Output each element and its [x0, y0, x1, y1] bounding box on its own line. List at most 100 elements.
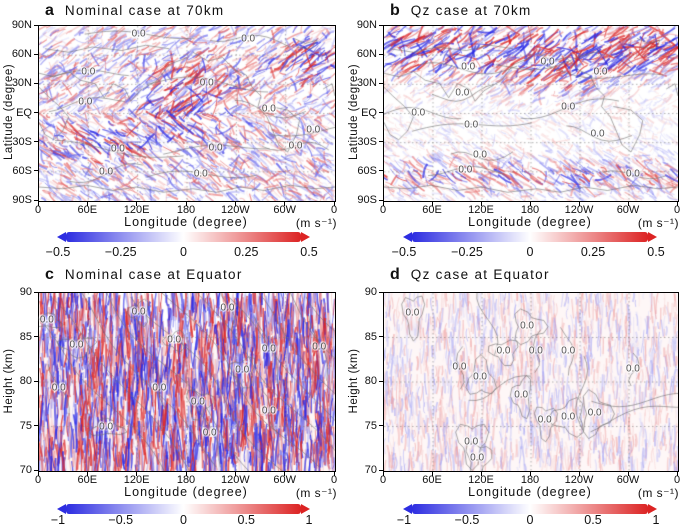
y-tick-mark [379, 141, 383, 143]
x-tick-label: 120W [220, 204, 250, 216]
contour-zero-label: 0.0 [464, 436, 479, 448]
colorbar-right-arrow-icon [648, 504, 657, 514]
x-tick-label: 120W [220, 474, 250, 486]
y-tick-label: 75 [19, 419, 32, 432]
y-tick-mark [34, 112, 38, 113]
colorbar-gradient [66, 504, 301, 514]
contour-zero-label: 0.0 [590, 128, 605, 139]
y-tick-label: 75 [364, 419, 377, 432]
x-tick-label: 120E [468, 474, 494, 486]
x-tick-label: 0 [34, 474, 42, 486]
contour-zero-label: 0.0 [587, 407, 602, 419]
colorbar [403, 232, 657, 242]
colorbar [403, 504, 657, 514]
contour-zero-label: 0.0 [537, 414, 552, 426]
contour-zero-label: 0.0 [78, 96, 93, 108]
panel-d-plot-area [383, 292, 679, 472]
colorbar [57, 232, 310, 242]
y-tick-label: 30S [12, 135, 32, 148]
panel-d-field-canvas [384, 293, 678, 471]
contour-zero-label: 0.0 [405, 307, 420, 319]
x-tick-mark [480, 201, 482, 206]
x-tick-label: 60W [273, 204, 296, 216]
contour-zero-label: 0.0 [473, 371, 487, 383]
colorbar-tick-label: 0.25 [234, 245, 259, 259]
x-tick-mark [86, 201, 88, 206]
panel-b-plot-area [383, 25, 679, 202]
y-tick-mark [379, 199, 383, 201]
y-tick-mark [379, 336, 383, 337]
panel-d-unit-label: (m s⁻¹) [637, 486, 679, 500]
x-tick-mark [480, 471, 482, 476]
x-tick-mark [333, 201, 335, 206]
x-tick-mark [676, 201, 678, 206]
panel-b-field-canvas [384, 26, 678, 201]
y-tick-label: 70 [364, 464, 377, 476]
y-tick-mark [379, 425, 383, 426]
contour-zero-label: 0.0 [51, 382, 66, 394]
contour-zero-label: 0.0 [110, 143, 125, 155]
y-tick-mark [34, 336, 38, 337]
colorbar-tick-label: 0.5 [584, 513, 602, 525]
contour-zero-label: 0.0 [520, 320, 534, 332]
contour-zero-label: 0.0 [464, 119, 479, 131]
colorbar-gradient [412, 504, 648, 514]
y-tick-label: 70 [19, 464, 32, 476]
y-tick-mark [34, 24, 38, 26]
contour-zero-label: 0.0 [455, 87, 470, 99]
y-tick-label: 90S [357, 194, 377, 206]
x-tick-label: 120E [468, 204, 494, 216]
panel-d-title-text: Qz case at Equator [410, 267, 550, 282]
colorbar-tick-label: −1 [50, 513, 66, 525]
x-tick-mark [529, 201, 531, 206]
x-tick-mark [37, 471, 39, 476]
colorbar-left-arrow-icon [403, 504, 412, 514]
contour-zero-label: 0.0 [99, 421, 114, 433]
colorbar-tick-label: −1 [396, 513, 412, 525]
contour-zero-label: 0.0 [208, 142, 223, 153]
contour-zero-label: 0.0 [99, 166, 114, 178]
contour-zero-label: 0.0 [312, 341, 327, 353]
contour-zero-label: 0.0 [69, 339, 84, 351]
contour-zero-label: 0.0 [458, 164, 473, 176]
panel-d-letter: d [390, 266, 400, 283]
panel-c-title-text: Nominal case at Equator [64, 267, 243, 282]
contour-zero-label: 0.0 [306, 124, 321, 136]
contour-zero-label: 0.0 [202, 427, 217, 439]
colorbar-tick-label: 1 [652, 513, 660, 525]
contour-zero-label: 0.0 [131, 306, 146, 318]
panel-a-unit-label: (m s⁻¹) [295, 216, 337, 230]
x-tick-label: 60E [77, 204, 98, 216]
panel-d-title: d Qz case at Equator [390, 266, 550, 284]
colorbar-tick-label: 0 [180, 245, 187, 259]
contour-zero-label: 0.0 [261, 343, 276, 355]
contour-zero-label: 0.0 [241, 33, 256, 45]
colorbar-tick-label: 0 [526, 245, 534, 259]
colorbar-tick-label: −0.25 [104, 245, 137, 259]
x-tick-mark [676, 471, 678, 476]
colorbar-tick-label: −0.25 [451, 245, 483, 259]
y-tick-mark [379, 82, 383, 84]
contour-zero-label: 0.0 [199, 77, 214, 89]
colorbar-tick-label: −0.5 [45, 245, 71, 259]
x-tick-mark [627, 201, 629, 206]
y-tick-mark [34, 53, 38, 55]
contour-zero-label: 0.0 [235, 364, 250, 376]
x-tick-mark [185, 201, 187, 206]
contour-zero-label: 0.0 [514, 389, 529, 401]
colorbar-tick-label: −0.5 [108, 513, 134, 525]
panel-a-plot-area [38, 25, 336, 202]
y-tick-mark [379, 291, 383, 293]
y-tick-mark [379, 170, 383, 172]
colorbar-gradient [66, 232, 301, 242]
x-tick-mark [86, 471, 88, 476]
colorbar-right-arrow-icon [301, 232, 310, 242]
colorbar-tick-label: 1 [305, 513, 313, 525]
panel-a-field-canvas [39, 26, 335, 201]
colorbar-tick-label: 0 [180, 513, 187, 525]
contour-zero-label: 0.0 [152, 382, 167, 394]
contour-zero-label: 0.0 [220, 302, 235, 314]
x-tick-label: 180 [176, 204, 196, 216]
colorbar-tick-label: −0.5 [454, 513, 480, 525]
contour-zero-label: 0.0 [39, 314, 54, 326]
